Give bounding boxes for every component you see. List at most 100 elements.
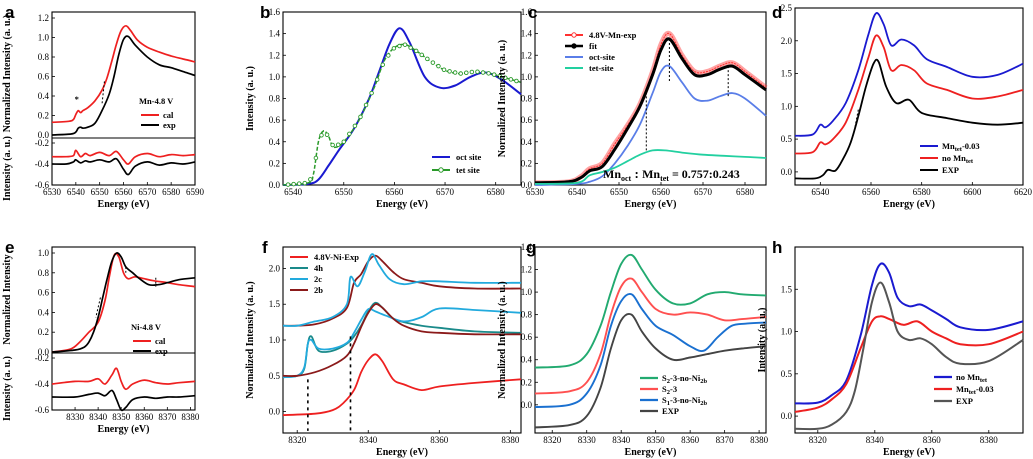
tet-site-point	[369, 90, 374, 96]
panel-label: f	[262, 238, 268, 257]
legend-swatch-marker	[571, 32, 577, 38]
panel-b: 0.0 0.2 0.4 0.6 0.8 1.0 1.2 1.4 1.6 6540 6550 6560 6…	[245, 3, 522, 210]
x-tick-label: 6570	[436, 187, 455, 197]
x-tick-label: 6560	[652, 187, 671, 197]
tet-site-point	[447, 69, 452, 74]
y-axis-label-top: Normalized Intensity (a. u.)	[2, 15, 13, 133]
x-tick-label: 8380	[750, 435, 769, 445]
series-2b-lower	[282, 303, 522, 377]
y-tick-label: 0.8	[38, 268, 50, 278]
series-2	[794, 58, 1024, 180]
y-tick-label: 1.0	[269, 335, 281, 345]
tet-site-point	[335, 142, 341, 147]
y-tick-label: 1.5	[269, 299, 281, 309]
x-tick-label: 6560	[115, 187, 134, 197]
y-tick-label: 1.0	[521, 72, 533, 82]
y-tick-label: 2.0	[269, 263, 281, 273]
y-tick-label: 1.5	[781, 69, 793, 79]
tet-site-point	[458, 71, 463, 76]
tet-site-point	[324, 132, 330, 137]
series-1	[794, 34, 1024, 155]
guide-dashed-line	[852, 109, 859, 136]
tet-site-point	[514, 78, 519, 84]
x-tick-label: 8320	[288, 435, 307, 445]
x-tick-label: 8340	[866, 435, 885, 445]
tet-site-point	[319, 133, 324, 138]
series-2c	[282, 307, 522, 379]
x-axis-label: Energy (eV)	[376, 447, 428, 458]
x-tick-label: 6570	[138, 187, 157, 197]
y-tick-label: 0.4	[269, 137, 281, 147]
series-exp-bottom	[51, 157, 196, 176]
y-tick-label: 0.6	[269, 115, 281, 125]
tet-site-point	[425, 56, 430, 62]
y-tick-label: 0.2	[38, 111, 49, 121]
legend-label: S2-3	[662, 384, 677, 396]
x-tick-label: 6540	[284, 187, 303, 197]
y-tick-label: 0.0	[781, 411, 793, 421]
y-tick-label: 0.6	[521, 115, 533, 125]
series-2	[534, 293, 767, 409]
tet-site-point	[347, 131, 352, 137]
x-tick-label: 8380	[501, 435, 520, 445]
x-tick-label: 8360	[135, 412, 154, 422]
legend-label: cal	[163, 110, 174, 120]
x-tick-label: 8360	[923, 435, 942, 445]
tet-site-point	[374, 77, 380, 82]
legend-label: 4.8V-Ni-Exp	[314, 252, 359, 262]
y-tick-label: 0.8	[521, 310, 533, 320]
x-tick-label: 8340	[359, 435, 378, 445]
series-2b	[282, 254, 522, 327]
legend-label: tet-site	[589, 63, 614, 73]
x-tick-label: 8370	[716, 435, 735, 445]
legend-label: exp	[155, 346, 168, 356]
tet-site-point	[302, 180, 308, 186]
y-tick-label: 1.6	[521, 7, 533, 17]
legend-label: tet site	[456, 165, 480, 175]
panel-title: Ni-4.8 V	[131, 322, 162, 332]
panel-label: e	[5, 238, 14, 257]
tet-site-point	[386, 53, 391, 58]
x-tick-label: 6560	[385, 187, 404, 197]
y-tick-label: 0.4	[38, 307, 50, 317]
x-tick-label: 8320	[543, 435, 562, 445]
y-tick-label: 0.4	[521, 137, 533, 147]
y-axis-label: Intensity (a. u.)	[757, 307, 768, 372]
tet-site-point	[352, 123, 358, 129]
x-tick-label: 6600	[963, 187, 982, 197]
y-tick-label: 0.5	[781, 369, 793, 379]
series-0	[794, 12, 1024, 137]
panel-label: b	[260, 3, 270, 22]
x-tick-label: 8320	[809, 435, 828, 445]
legend-label: 4.8V-Mn-exp	[589, 30, 637, 40]
legend-label: EXP	[942, 165, 959, 175]
guide-dashed-line	[95, 297, 101, 318]
annotation-asterisk: *	[75, 94, 79, 104]
legend-label: cal	[155, 336, 166, 346]
series-fit	[534, 37, 767, 185]
x-tick-label: 6580	[736, 187, 755, 197]
y-axis-label: Intensity (a. u.)	[245, 66, 256, 131]
ratio-annotation: Mnoct : Mntet = 0.757:0.243	[603, 166, 740, 183]
legend-label: S2-3-no-Ni2b	[662, 373, 707, 385]
series-oct-site	[534, 64, 767, 186]
tet-site-point	[508, 77, 514, 82]
y-axis-label-top: Normalized Intensity	[2, 254, 13, 344]
series-3	[534, 312, 767, 429]
y-tick-label: 1.2	[38, 13, 49, 23]
legend-label: EXP	[956, 396, 973, 406]
x-axis-label: Energy (eV)	[883, 447, 935, 458]
x-tick-label: 8340	[612, 435, 631, 445]
series-2c-upper	[282, 253, 522, 327]
tet-site-point	[397, 43, 402, 49]
y-tick-label: -0.6	[35, 405, 50, 415]
x-tick-label: 8330	[578, 435, 597, 445]
tet-site-point	[497, 73, 502, 79]
legend-label: EXP	[662, 406, 679, 416]
series-oct-site	[282, 27, 522, 186]
x-axis-label: Energy (eV)	[98, 199, 150, 210]
x-tick-label: 6540	[811, 187, 830, 197]
tet-site-point	[313, 155, 319, 161]
tet-site-point	[452, 70, 458, 75]
y-axis-label: Normalized Intensity (a. u.)	[497, 40, 508, 158]
